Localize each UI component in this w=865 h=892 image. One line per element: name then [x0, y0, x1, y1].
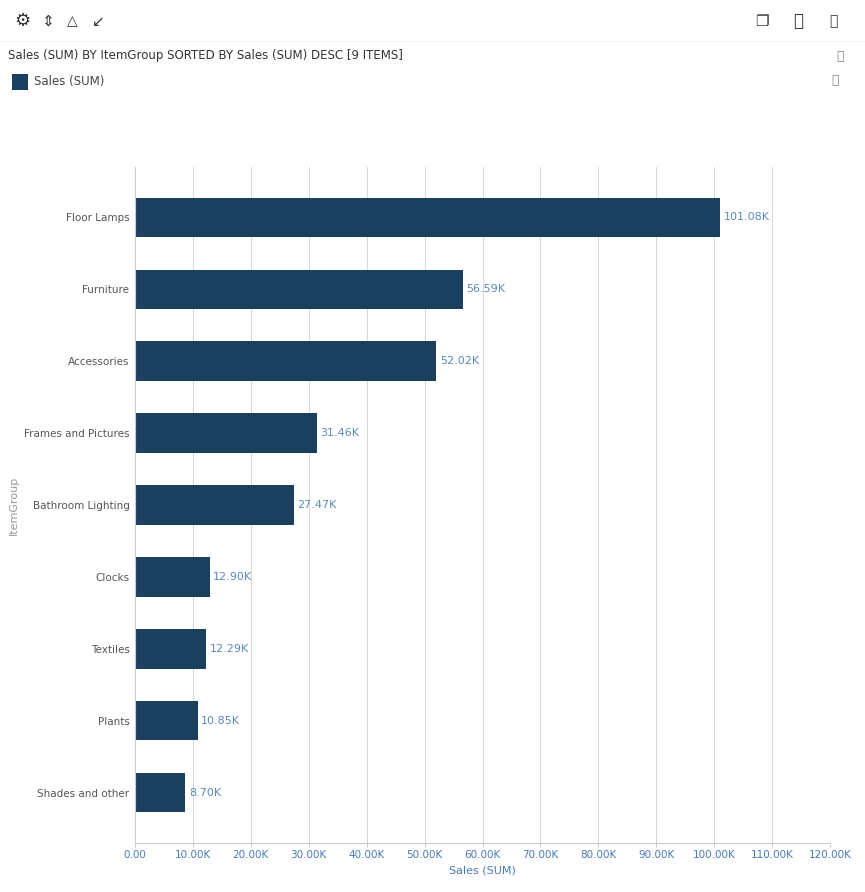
Text: ❐: ❐ [755, 13, 769, 29]
Bar [135, 558, 209, 597]
Bar [135, 342, 436, 381]
Bar [135, 629, 206, 668]
Text: 31.46K: 31.46K [321, 428, 360, 438]
Y-axis label: ItemGroup: ItemGroup [9, 475, 18, 534]
Bar [135, 485, 294, 524]
Bar [135, 269, 463, 310]
Text: Sales (SUM): Sales (SUM) [34, 76, 105, 88]
Text: ⧉: ⧉ [831, 73, 839, 87]
Text: 101.08K: 101.08K [724, 212, 770, 222]
Text: 12.90K: 12.90K [213, 572, 253, 582]
Bar [135, 198, 721, 237]
Text: 27.47K: 27.47K [298, 500, 337, 510]
X-axis label: Sales (SUM): Sales (SUM) [449, 865, 516, 876]
Bar [135, 701, 198, 740]
Text: ⚙: ⚙ [14, 12, 30, 30]
Bar [135, 413, 317, 453]
Text: △: △ [67, 14, 77, 28]
Text: ↙: ↙ [92, 13, 105, 29]
Text: 8.70K: 8.70K [189, 788, 221, 797]
Text: ⇕: ⇕ [42, 13, 54, 29]
Text: 56.59K: 56.59K [466, 285, 505, 294]
Text: 10.85K: 10.85K [202, 715, 240, 725]
Bar [12, 74, 28, 90]
Text: 12.29K: 12.29K [209, 644, 249, 654]
Text: ⤓: ⤓ [793, 12, 803, 30]
Text: Sales (SUM) BY ItemGroup SORTED BY Sales (SUM) DESC [9 ITEMS]: Sales (SUM) BY ItemGroup SORTED BY Sales… [8, 49, 403, 62]
Text: 52.02K: 52.02K [439, 356, 479, 367]
Text: ⛶: ⛶ [829, 14, 837, 28]
Text: ⧉: ⧉ [836, 49, 843, 62]
Bar [135, 772, 185, 813]
